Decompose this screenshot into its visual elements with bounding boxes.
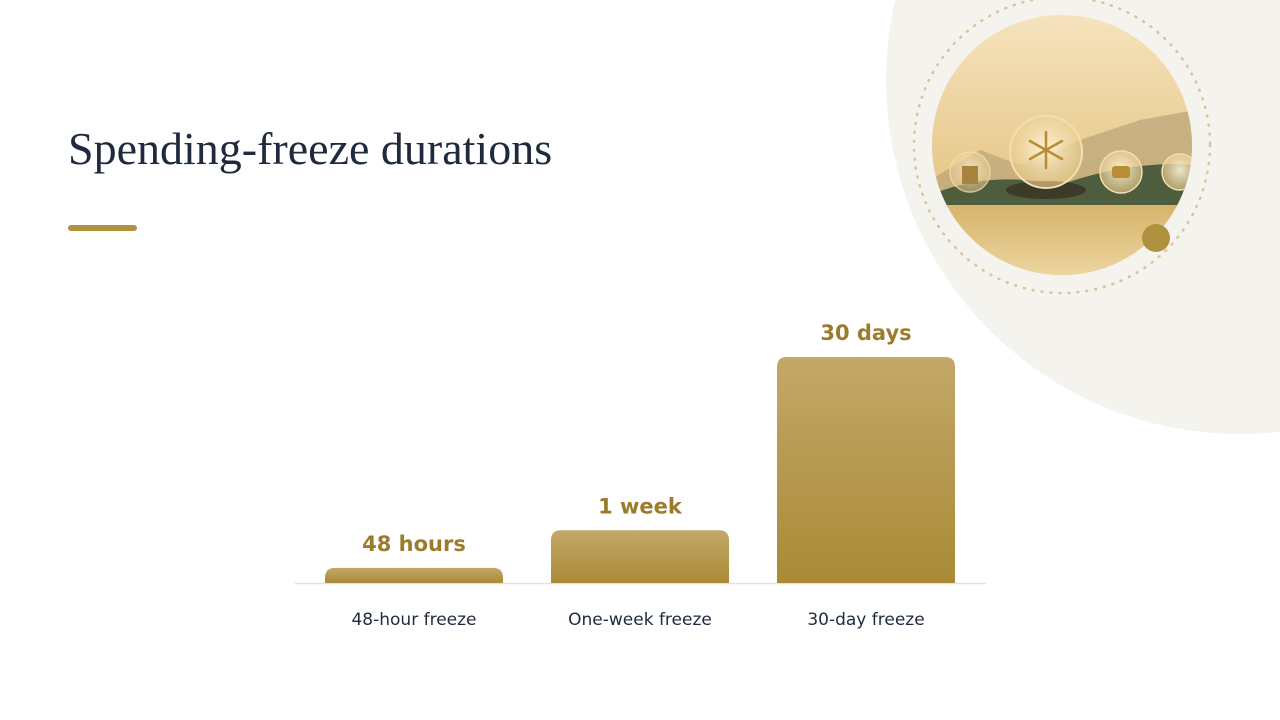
dotted-ring <box>912 0 1212 295</box>
chart-title: Spending-freeze durations <box>68 123 552 174</box>
category-label: 30-day freeze <box>807 610 924 630</box>
category-label: 48-hour freeze <box>351 610 476 630</box>
value-label: 48 hours <box>362 532 466 556</box>
plot-area: 48 hours 48-hour freeze 1 week One-week fre… <box>325 321 955 630</box>
bar <box>325 567 503 583</box>
value-label: 1 week <box>598 494 683 518</box>
accent-dot <box>1142 224 1170 252</box>
value-label: 30 days <box>820 321 911 345</box>
title-underline <box>68 225 137 231</box>
bar <box>551 530 729 583</box>
category-label: One-week freeze <box>568 610 712 630</box>
bar <box>777 357 955 583</box>
